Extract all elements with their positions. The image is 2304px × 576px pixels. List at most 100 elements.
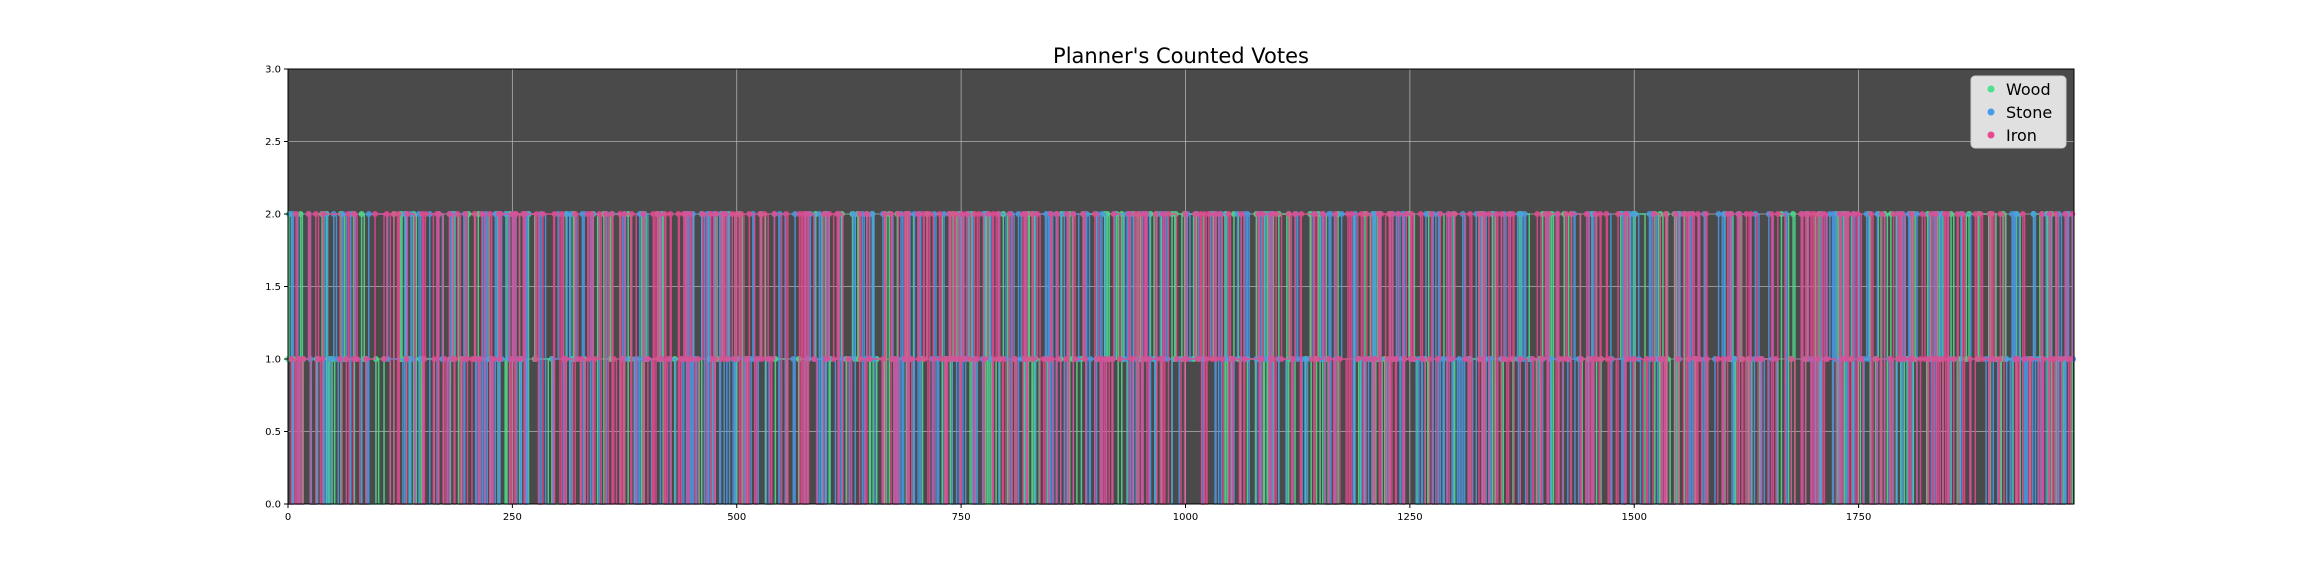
data-point [792, 211, 799, 217]
data-point [753, 356, 760, 362]
data-point [1607, 356, 1613, 362]
data-point [1592, 211, 1599, 217]
data-point [1631, 356, 1638, 362]
data-point [2038, 211, 2045, 217]
data-point [1448, 356, 1455, 362]
data-point [1173, 356, 1180, 362]
data-point [1006, 211, 1013, 217]
data-point [1863, 211, 1870, 217]
data-point [1091, 211, 1098, 217]
data-point [521, 211, 528, 217]
data-point [1979, 356, 1986, 362]
data-point [699, 211, 706, 217]
y-axis: 0.0 0.5 1.0 1.5 2.0 2.5 3.0 [265, 65, 288, 511]
data-point [1694, 211, 1701, 217]
data-point [1294, 356, 1301, 362]
data-point [1278, 356, 1285, 362]
data-point [572, 211, 579, 217]
data-point [1583, 211, 1590, 217]
data-point [1832, 211, 1839, 217]
data-point [1054, 211, 1061, 217]
data-point [960, 356, 967, 362]
data-point [1623, 211, 1630, 217]
data-point [1935, 356, 1942, 362]
data-point [707, 211, 714, 217]
data-point [1977, 211, 1984, 217]
data-point [1898, 211, 1905, 217]
data-point [1480, 211, 1487, 217]
data-point [1850, 211, 1857, 217]
data-point [508, 356, 515, 362]
data-point [1743, 211, 1750, 217]
legend-label-iron: Iron [2006, 126, 2037, 145]
data-point [1072, 356, 1079, 362]
data-point [300, 356, 307, 362]
data-point [319, 356, 326, 362]
data-point [1631, 211, 1638, 217]
data-point [1428, 211, 1435, 217]
data-point [1183, 356, 1190, 362]
data-point [1000, 356, 1007, 362]
data-point [1268, 211, 1275, 217]
data-point [1720, 356, 1727, 362]
data-point [1901, 356, 1908, 362]
data-point [395, 211, 402, 217]
data-point [1545, 211, 1552, 217]
data-point [1989, 211, 1996, 217]
data-point [1475, 211, 1482, 217]
data-point [408, 356, 415, 362]
data-point [2030, 211, 2037, 217]
data-point [1403, 211, 1410, 217]
data-point [926, 211, 933, 217]
data-point [512, 211, 519, 217]
data-point [1873, 356, 1880, 362]
data-point [563, 356, 570, 362]
data-point [596, 211, 603, 217]
data-point [1758, 356, 1765, 362]
legend-label-stone: Stone [2006, 103, 2052, 122]
data-point [1803, 356, 1810, 362]
data-point [1410, 356, 1417, 362]
data-point [1195, 356, 1202, 362]
data-point [608, 211, 615, 217]
data-point [1446, 211, 1453, 217]
data-point [431, 356, 438, 362]
data-point [297, 211, 304, 217]
data-point [497, 211, 504, 217]
data-point [1029, 356, 1036, 362]
legend-box [1970, 75, 2067, 149]
data-point [1304, 356, 1311, 362]
data-point [1858, 356, 1865, 362]
data-point [1768, 211, 1775, 217]
data-point [459, 356, 466, 362]
data-point [1327, 211, 1334, 217]
data-point [908, 356, 915, 362]
data-point [1466, 211, 1473, 217]
data-point [351, 211, 358, 217]
data-point [602, 211, 609, 217]
data-point [931, 356, 938, 362]
data-point [585, 356, 592, 362]
data-point [644, 356, 651, 362]
data-point [1730, 356, 1737, 362]
data-point [971, 211, 978, 217]
data-point [722, 211, 729, 217]
data-point [551, 211, 558, 217]
data-point [1598, 356, 1605, 362]
data-point [1815, 356, 1822, 362]
data-point [1213, 356, 1219, 362]
x-tick-label: 1250 [1397, 512, 1422, 523]
data-point [1244, 211, 1251, 217]
data-point [532, 356, 539, 362]
data-point [1378, 211, 1385, 217]
data-point [1715, 211, 1722, 217]
data-point [1314, 356, 1321, 362]
data-point [880, 356, 887, 362]
data-point [588, 211, 595, 217]
data-point [856, 211, 863, 217]
data-point [1047, 211, 1054, 217]
data-point [1326, 356, 1333, 362]
data-point [1157, 356, 1164, 362]
data-point [1219, 356, 1226, 362]
data-point [463, 356, 470, 362]
